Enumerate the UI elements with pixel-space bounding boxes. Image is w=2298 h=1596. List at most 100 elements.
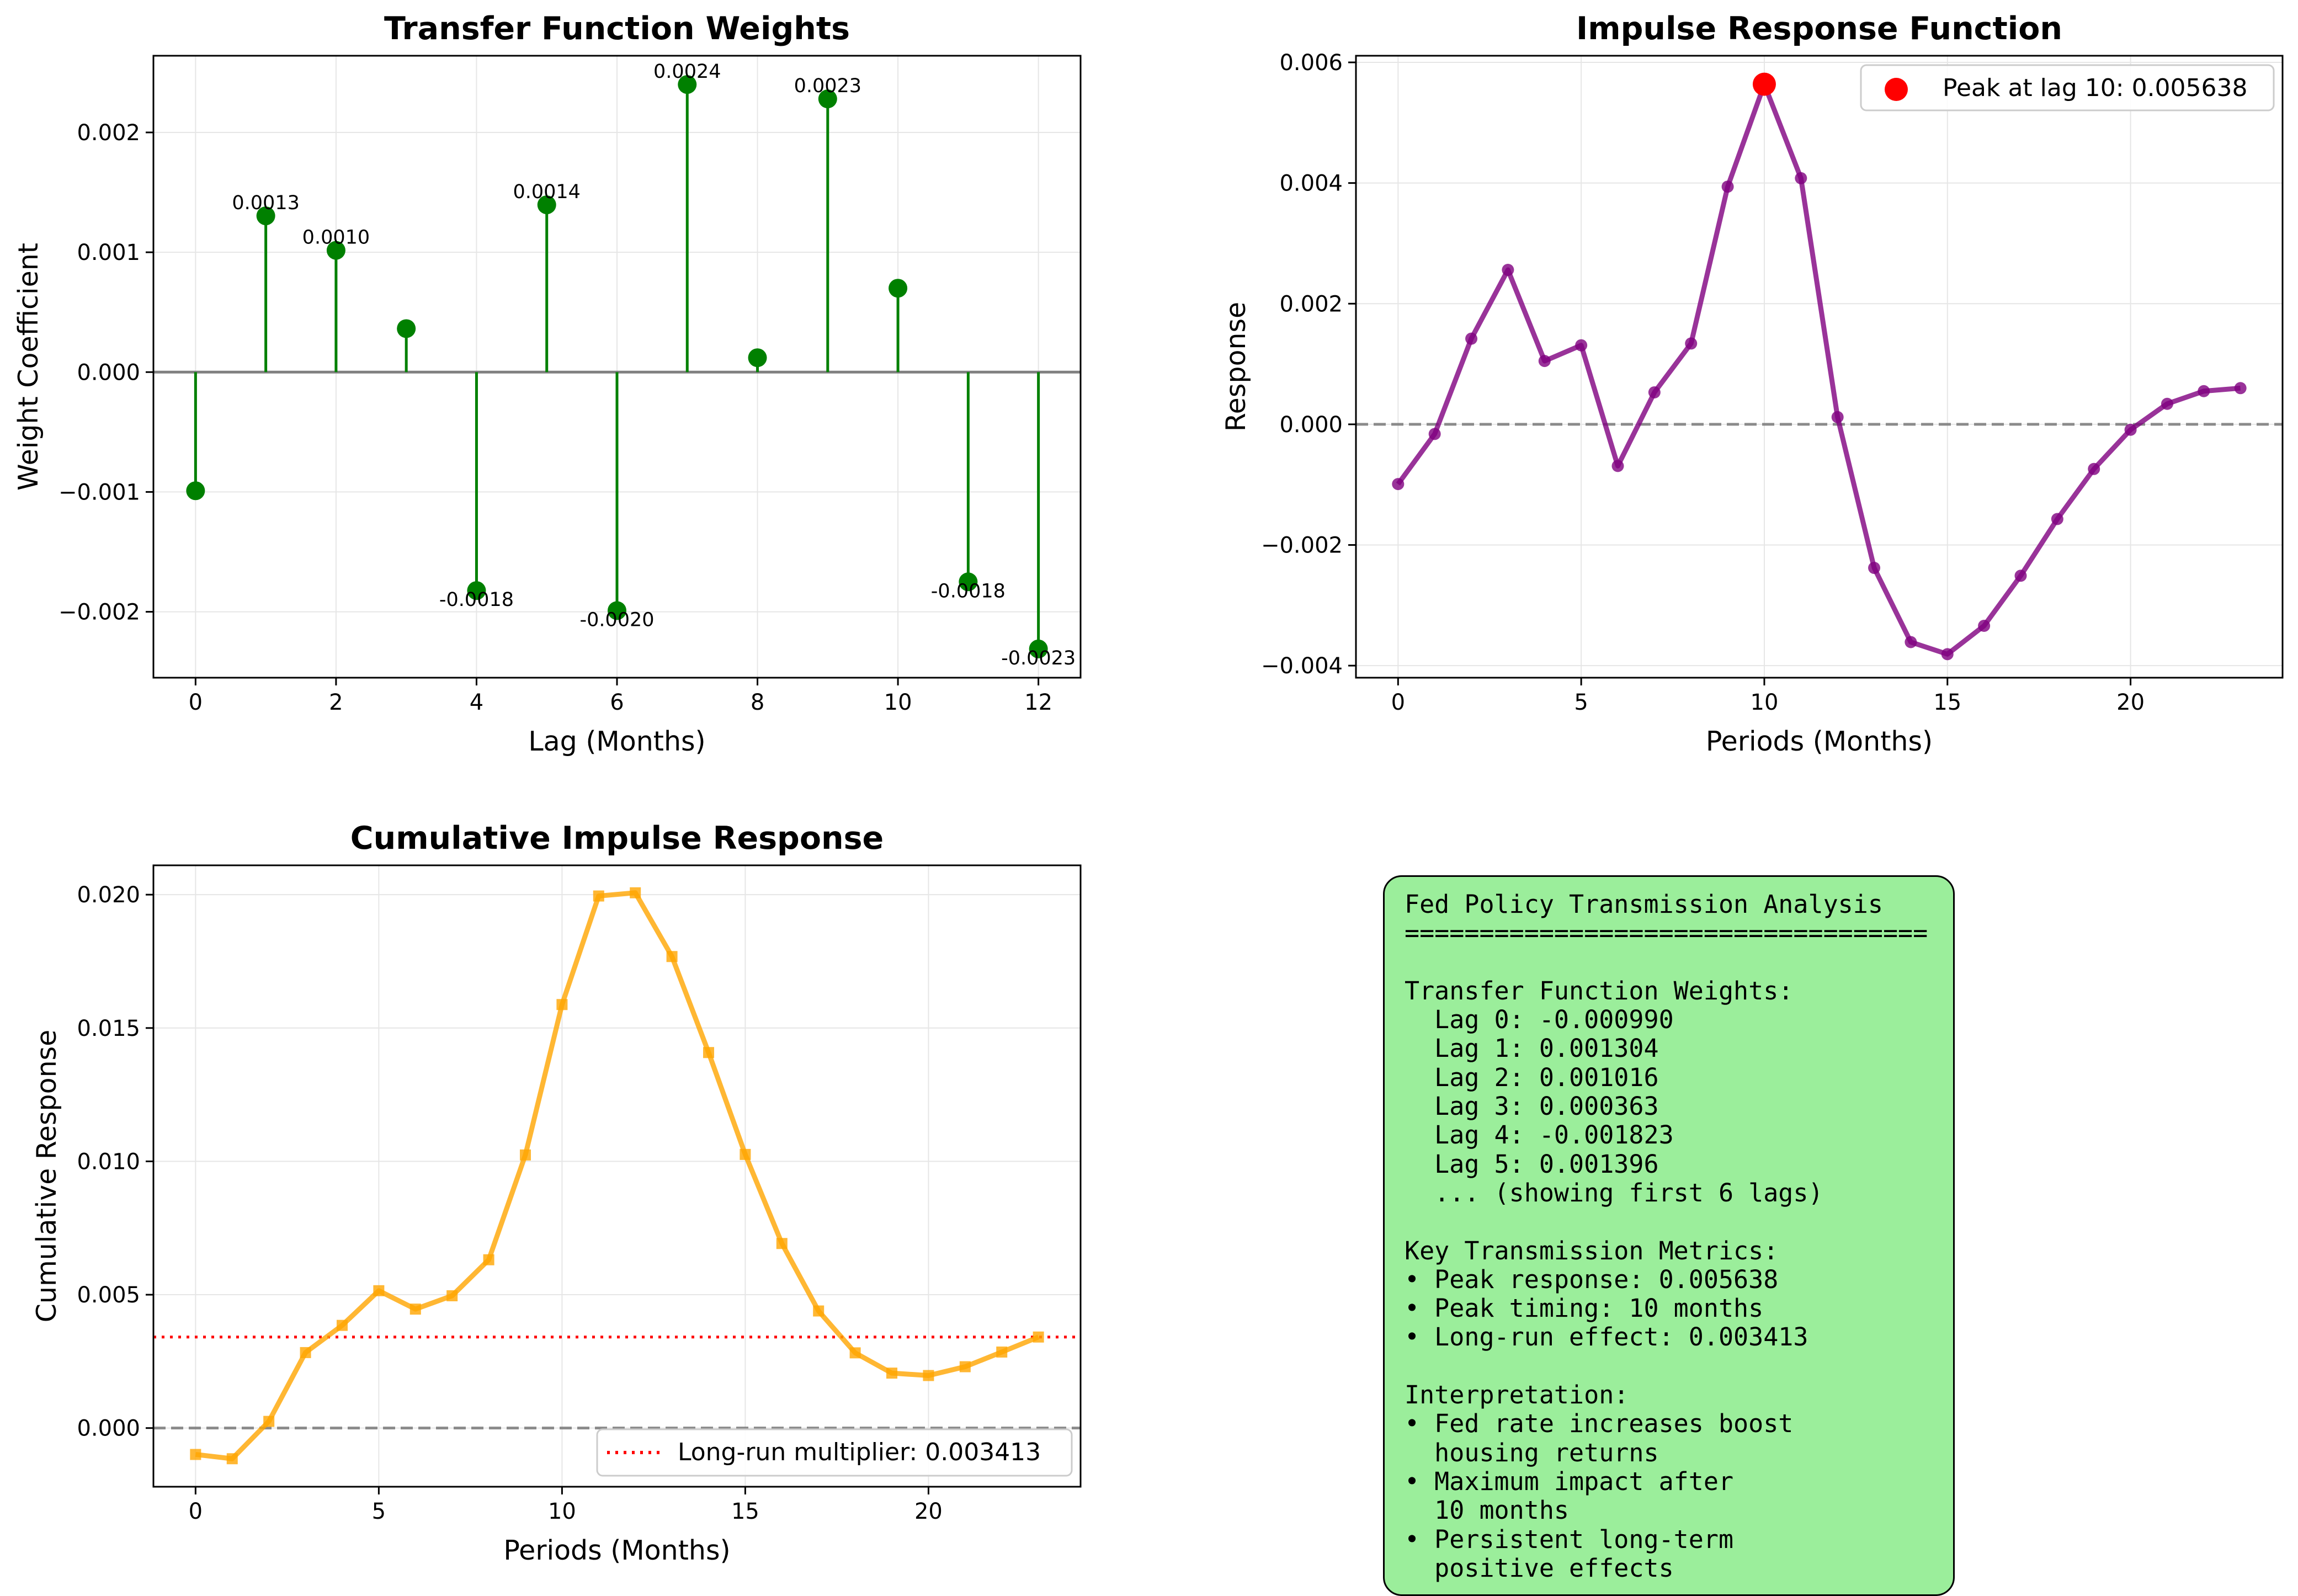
x-tick-label: 4 — [470, 690, 483, 715]
stem-marker — [818, 89, 837, 109]
series-marker — [1868, 562, 1881, 574]
stem-marker — [889, 279, 908, 298]
x-axis-label: Periods (Months) — [1706, 726, 1933, 757]
stem-marker — [397, 319, 416, 338]
data-label: 0.0010 — [302, 227, 370, 249]
summary-line: Lag 5: 0.001396 — [1405, 1149, 1659, 1179]
x-tick-label: 20 — [914, 1499, 943, 1524]
summary-line: • Long-run effect: 0.003413 — [1405, 1322, 1808, 1352]
series-marker — [959, 1361, 971, 1372]
chart-panel-1: 0 2 4 6 8 10 12 −0.002 −0.001 0.000 0.001 0.002 Tran… — [13, 10, 1082, 757]
series-marker — [703, 1047, 715, 1058]
series-marker — [1905, 636, 1917, 648]
series-marker — [1428, 428, 1441, 440]
y-tick-label: 0.002 — [77, 120, 140, 146]
x-tick-label: 0 — [189, 690, 203, 715]
y-tick-label: 0.000 — [1279, 412, 1343, 438]
series-marker — [1721, 180, 1734, 193]
summary-line: • Maximum impact after — [1405, 1466, 1734, 1496]
y-tick-label: 0.000 — [77, 1416, 140, 1441]
y-tick-label: 0.015 — [77, 1016, 140, 1041]
data-label: 0.0013 — [232, 192, 299, 214]
summary-line: • Persistent long-term — [1405, 1524, 1734, 1554]
series-marker — [1575, 339, 1588, 352]
x-tick-label: 10 — [548, 1499, 576, 1524]
series-marker — [1648, 386, 1661, 398]
series-marker — [336, 1320, 348, 1331]
series-marker — [446, 1290, 458, 1301]
summary-line: Key Transmission Metrics: — [1405, 1236, 1779, 1265]
series-marker — [300, 1347, 311, 1358]
summary-line: • Peak timing: 10 months — [1405, 1294, 1764, 1323]
series-marker — [1685, 337, 1698, 350]
chart-title: Cumulative Impulse Response — [350, 820, 884, 856]
x-tick-label: 5 — [1574, 690, 1588, 715]
data-label: -0.0020 — [579, 609, 654, 631]
series-marker — [2124, 423, 2137, 436]
y-tick-label: 0.002 — [1279, 291, 1343, 317]
summary-line: Lag 1: 0.001304 — [1405, 1034, 1659, 1063]
y-tick-label: 0.000 — [77, 360, 140, 385]
summary-line: • Fed rate increases boost — [1405, 1409, 1794, 1439]
series-marker — [1502, 264, 1514, 276]
chart-title: Transfer Function Weights — [384, 10, 850, 47]
series-marker — [1941, 648, 1954, 661]
stem-marker — [678, 75, 697, 94]
summary-line: housing returns — [1405, 1438, 1659, 1467]
series-marker — [190, 1449, 201, 1460]
data-label: 0.0014 — [513, 181, 580, 203]
stem-marker — [608, 601, 626, 620]
x-axis-label: Lag (Months) — [528, 726, 705, 757]
series-marker — [849, 1347, 861, 1359]
y-axis-label: Cumulative Response — [31, 1030, 62, 1323]
y-axis-label: Weight Coefficient — [13, 243, 44, 491]
x-tick-label: 0 — [1391, 690, 1405, 715]
peak-marker — [1752, 72, 1776, 96]
series-marker — [2234, 382, 2247, 395]
stem-marker — [748, 348, 767, 368]
summary-blank-line — [1405, 948, 1953, 977]
y-tick-label: −0.002 — [58, 600, 140, 625]
series-marker — [776, 1238, 788, 1249]
x-tick-label: 15 — [1933, 690, 1961, 715]
series-marker — [1978, 619, 1991, 632]
series-marker — [630, 887, 641, 898]
legend: Peak at lag 10: 0.005638 — [1860, 64, 2275, 111]
series-line — [195, 890, 1040, 1461]
stem-marker — [326, 241, 345, 260]
series-marker — [263, 1416, 275, 1427]
y-tick-label: 0.010 — [77, 1149, 140, 1174]
summary-line: positive effects — [1405, 1553, 1674, 1583]
y-tick-label: −0.001 — [58, 480, 140, 505]
series-marker — [2014, 570, 2027, 582]
summary-line: Lag 0: -0.000990 — [1405, 1005, 1674, 1035]
x-tick-label: 12 — [1024, 690, 1052, 715]
series-marker — [1033, 1331, 1044, 1343]
series-marker — [813, 1305, 824, 1317]
stem-marker — [186, 481, 205, 501]
series-marker — [2088, 462, 2100, 475]
x-tick-label: 10 — [884, 690, 912, 715]
data-label: 0.0024 — [653, 61, 721, 83]
legend-box — [1860, 64, 2275, 111]
chart-panel-3: 0 5 10 15 20 0.000 0.005 0.010 0.015 0.020 Cumulat… — [31, 820, 1082, 1566]
series-line — [1396, 82, 2241, 657]
x-tick-label: 20 — [2116, 690, 2145, 715]
x-tick-label: 15 — [731, 1499, 759, 1524]
stem-marker — [1029, 639, 1048, 658]
x-axis-label: Periods (Months) — [503, 1535, 730, 1566]
y-tick-label: 0.001 — [77, 240, 140, 265]
summary-line: Lag 3: 0.000363 — [1405, 1092, 1659, 1121]
series-marker — [593, 890, 604, 902]
plot-frame — [152, 864, 1082, 1488]
plot-frame — [1355, 55, 2284, 679]
y-tick-label: 0.005 — [77, 1283, 140, 1308]
x-tick-label: 2 — [329, 690, 343, 715]
series-marker — [409, 1304, 421, 1315]
series-marker — [923, 1370, 934, 1381]
y-tick-label: −0.002 — [1261, 533, 1343, 558]
stem-marker — [256, 206, 275, 226]
data-label: 0.0023 — [794, 75, 861, 97]
legend: Long-run multiplier: 0.003413 — [596, 1428, 1073, 1477]
series-marker — [1831, 411, 1844, 423]
